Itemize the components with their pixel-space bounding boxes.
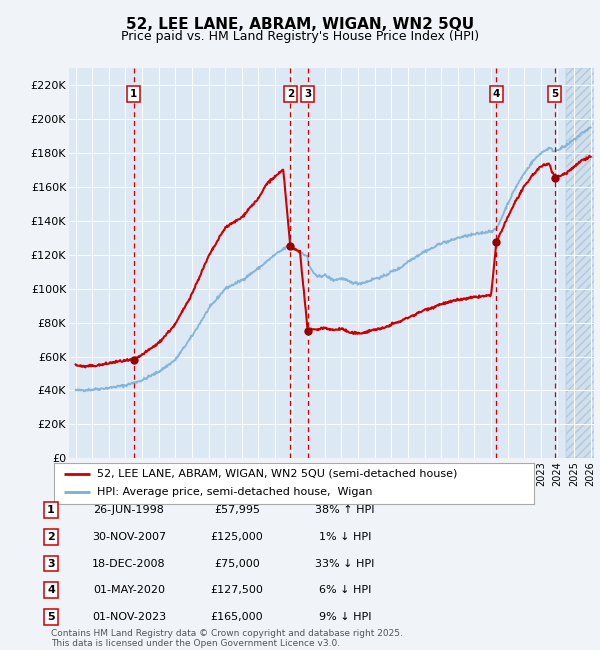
Bar (566, 68, 600, 458)
Text: £127,500: £127,500 (211, 585, 263, 595)
Text: £57,995: £57,995 (214, 505, 260, 515)
Text: HPI: Average price, semi-detached house,  Wigan: HPI: Average price, semi-detached house,… (97, 488, 373, 497)
Text: 4: 4 (47, 585, 55, 595)
Text: 38% ↑ HPI: 38% ↑ HPI (315, 505, 375, 515)
Text: 2: 2 (287, 88, 294, 99)
Text: 52, LEE LANE, ABRAM, WIGAN, WN2 5QU: 52, LEE LANE, ABRAM, WIGAN, WN2 5QU (126, 16, 474, 32)
Text: 3: 3 (47, 558, 55, 569)
Text: 3: 3 (304, 88, 311, 99)
Text: 6% ↓ HPI: 6% ↓ HPI (319, 585, 371, 595)
Text: 9% ↓ HPI: 9% ↓ HPI (319, 612, 371, 622)
Bar (566, 68, 600, 458)
Text: Price paid vs. HM Land Registry's House Price Index (HPI): Price paid vs. HM Land Registry's House … (121, 30, 479, 43)
Text: £165,000: £165,000 (211, 612, 263, 622)
Text: 33% ↓ HPI: 33% ↓ HPI (316, 558, 374, 569)
Text: £75,000: £75,000 (214, 558, 260, 569)
Text: 4: 4 (493, 88, 500, 99)
Text: 26-JUN-1998: 26-JUN-1998 (94, 505, 164, 515)
Text: 01-NOV-2023: 01-NOV-2023 (92, 612, 166, 622)
Text: 52, LEE LANE, ABRAM, WIGAN, WN2 5QU (semi-detached house): 52, LEE LANE, ABRAM, WIGAN, WN2 5QU (sem… (97, 469, 458, 479)
Text: 5: 5 (551, 88, 559, 99)
Text: 18-DEC-2008: 18-DEC-2008 (92, 558, 166, 569)
Text: 1: 1 (47, 505, 55, 515)
Text: 5: 5 (47, 612, 55, 622)
Text: 1: 1 (130, 88, 137, 99)
Text: 1% ↓ HPI: 1% ↓ HPI (319, 532, 371, 542)
Text: Contains HM Land Registry data © Crown copyright and database right 2025.
This d: Contains HM Land Registry data © Crown c… (51, 629, 403, 648)
Text: 30-NOV-2007: 30-NOV-2007 (92, 532, 166, 542)
Text: 01-MAY-2020: 01-MAY-2020 (93, 585, 165, 595)
Text: £125,000: £125,000 (211, 532, 263, 542)
Text: 2: 2 (47, 532, 55, 542)
